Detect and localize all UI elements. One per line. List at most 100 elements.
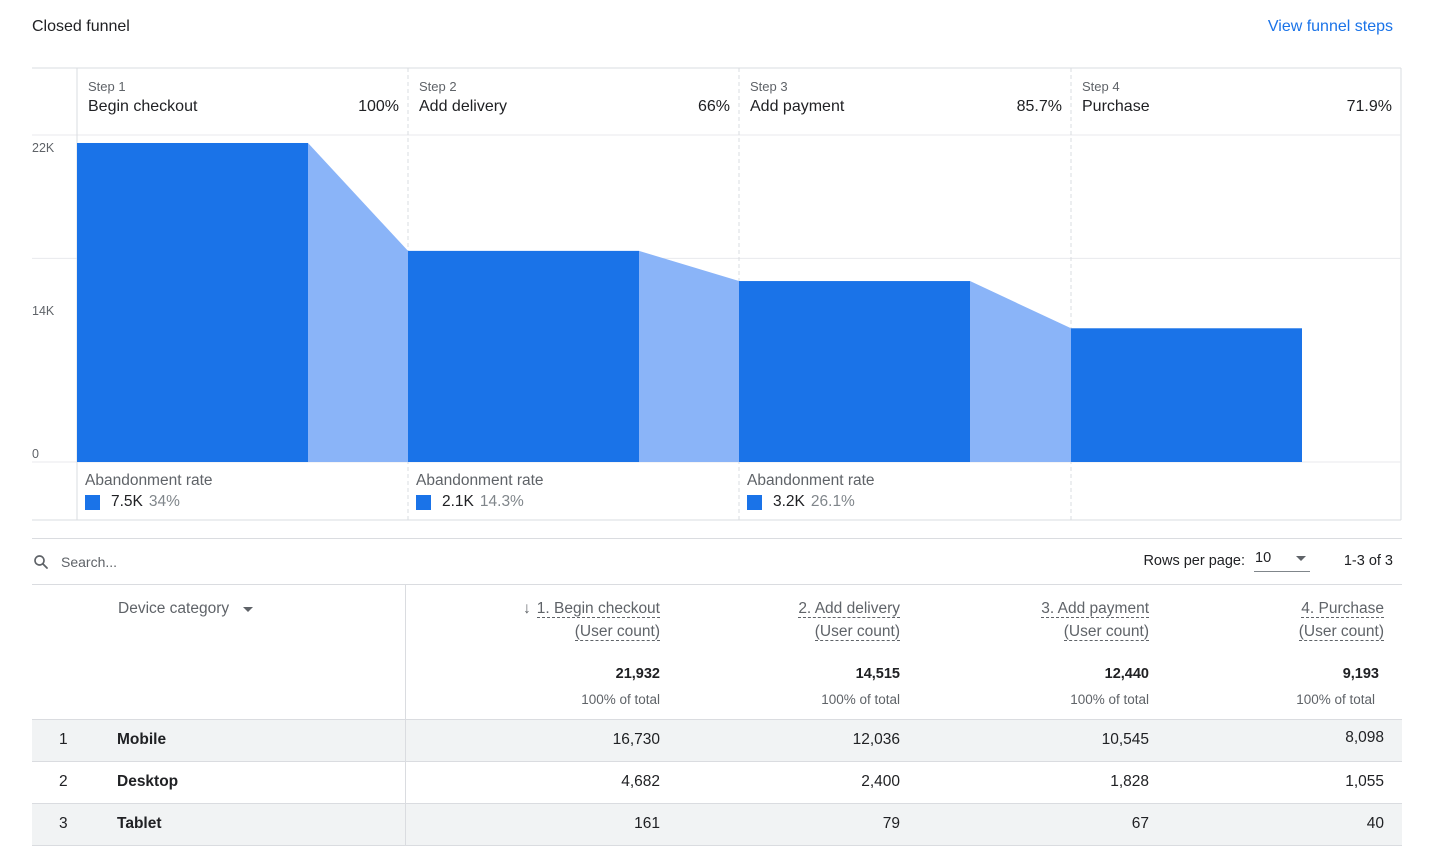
column-total-share: 100% of total xyxy=(1070,692,1149,707)
column-header-line2: (User count) xyxy=(814,623,900,641)
column-header-add-delivery[interactable]: 2. Add delivery (User count) xyxy=(798,597,900,643)
step-percent: 71.9% xyxy=(1346,98,1392,115)
funnel-bar xyxy=(408,250,639,462)
step-header-3: Step 3 Add payment 85.7% xyxy=(739,68,1071,136)
abandonment-label: Abandonment rate xyxy=(85,472,213,489)
funnel-dropoff xyxy=(308,142,408,463)
abandonment-label: Abandonment rate xyxy=(747,472,875,489)
column-divider xyxy=(405,804,406,845)
abandonment-rate: 34% xyxy=(148,493,180,510)
search-icon[interactable] xyxy=(32,553,50,571)
column-total: 14,515 xyxy=(855,666,900,682)
abandonment-count: 3.2K xyxy=(773,493,805,510)
table-cell: 79 xyxy=(882,815,900,832)
abandonment-value: 2.1K 14.3% xyxy=(416,493,524,511)
column-header-line1: 2. Add delivery xyxy=(798,600,900,618)
funnel-bar xyxy=(739,281,970,462)
view-funnel-steps-link[interactable]: View funnel steps xyxy=(1267,18,1393,35)
step-number: Step 1 xyxy=(88,79,126,94)
rows-per-page-label: Rows per page: xyxy=(1143,553,1245,569)
column-divider xyxy=(405,720,406,761)
y-tick-label: 14K xyxy=(32,304,55,318)
step-name: Purchase xyxy=(1082,98,1150,115)
legend-swatch xyxy=(85,494,100,510)
column-total-share: 100% of total xyxy=(581,692,660,707)
row-index: 1 xyxy=(59,731,68,748)
legend-swatch xyxy=(416,494,431,510)
table-row[interactable]: 2 Desktop 4,682 2,400 1,828 1,055 xyxy=(32,762,1402,804)
abandonment-3: Abandonment rate 3.2K 26.1% xyxy=(739,472,1071,520)
column-header-line1: 3. Add payment xyxy=(1041,600,1149,618)
pagination-status: 1-3 of 3 xyxy=(1343,553,1393,569)
table-row[interactable]: 1 Mobile 16,730 12,036 10,545 8,098 xyxy=(32,720,1402,762)
page-title: Closed funnel xyxy=(32,18,130,35)
table-cell: 1,055 xyxy=(1345,773,1384,790)
step-name: Add delivery xyxy=(419,98,508,115)
abandonment-label: Abandonment rate xyxy=(416,472,544,489)
table-cell: 1,828 xyxy=(1110,773,1149,790)
funnel-bar xyxy=(1071,328,1302,462)
abandonment-value: 7.5K 34% xyxy=(85,493,180,511)
column-header-add-payment[interactable]: 3. Add payment (User count) xyxy=(1041,597,1149,643)
table-cell: 40 xyxy=(1366,815,1384,832)
row-index: 3 xyxy=(59,815,68,832)
chevron-down-icon xyxy=(1296,556,1306,561)
funnel-chart: 22K 14K 0 Step 1 Begin checkout 100% Ste… xyxy=(32,67,1402,521)
table-cell: 161 xyxy=(634,815,660,832)
column-total-share: 100% of total xyxy=(1296,692,1375,707)
step-percent: 100% xyxy=(358,98,399,115)
funnel-bar xyxy=(77,142,308,463)
abandonment-rate: 14.3% xyxy=(479,493,524,510)
step-header-4: Step 4 Purchase 71.9% xyxy=(1071,68,1401,136)
step-name: Begin checkout xyxy=(88,98,198,115)
rows-per-page-value: 10 xyxy=(1255,550,1272,566)
table-cell: 8,098 xyxy=(1345,729,1384,746)
y-tick-label: 0 xyxy=(32,447,39,461)
row-device: Desktop xyxy=(117,773,179,790)
table-header: Device category ↓ 1. Begin checkout (User… xyxy=(32,584,1402,720)
column-total-share: 100% of total xyxy=(821,692,900,707)
abandonment-2: Abandonment rate 2.1K 14.3% xyxy=(408,472,739,520)
table-cell: 12,036 xyxy=(852,731,900,748)
legend-swatch xyxy=(747,494,762,510)
column-divider xyxy=(405,584,406,719)
abandonment-rate: 26.1% xyxy=(810,493,855,510)
funnel-dropoff xyxy=(639,250,739,462)
column-total: 21,932 xyxy=(615,666,660,682)
row-index: 2 xyxy=(59,773,68,790)
step-number: Step 3 xyxy=(750,79,788,94)
step-percent: 66% xyxy=(697,98,730,115)
step-number: Step 2 xyxy=(419,79,457,94)
column-header-begin-checkout[interactable]: ↓ 1. Begin checkout (User count) xyxy=(523,597,660,643)
table-cell: 2,400 xyxy=(861,773,900,790)
column-header-line1: 1. Begin checkout xyxy=(536,600,660,618)
column-header-purchase[interactable]: 4. Purchase (User count) xyxy=(1298,597,1384,643)
sort-down-arrow-icon: ↓ xyxy=(523,600,531,617)
search-input[interactable] xyxy=(61,551,361,573)
funnel-chart-svg xyxy=(32,67,1402,521)
rows-per-page-select[interactable]: 10 xyxy=(1254,549,1310,572)
step-header-2: Step 2 Add delivery 66% xyxy=(408,68,739,136)
table-cell: 10,545 xyxy=(1101,731,1149,748)
step-name: Add payment xyxy=(750,98,845,115)
column-divider xyxy=(405,762,406,803)
table-cell: 4,682 xyxy=(621,773,660,790)
dimension-header[interactable]: Device category xyxy=(118,600,254,618)
column-header-line2: (User count) xyxy=(1063,623,1149,641)
column-header-line2: (User count) xyxy=(574,623,660,641)
table-toolbar: Rows per page: 10 1-3 of 3 xyxy=(32,538,1402,585)
y-tick-label: 22K xyxy=(32,141,55,155)
abandonment-1: Abandonment rate 7.5K 34% xyxy=(77,472,408,520)
table-row[interactable]: 3 Tablet 161 79 67 40 xyxy=(32,804,1402,846)
column-header-line1: 4. Purchase xyxy=(1301,600,1384,618)
abandonment-count: 7.5K xyxy=(111,493,143,510)
step-header-1: Step 1 Begin checkout 100% xyxy=(77,68,408,136)
table-cell: 16,730 xyxy=(612,731,660,748)
step-number: Step 4 xyxy=(1082,79,1120,94)
dimension-header-label: Device category xyxy=(118,600,230,617)
column-total: 9,193 xyxy=(1342,666,1379,682)
funnel-table: Device category ↓ 1. Begin checkout (User… xyxy=(32,584,1402,846)
row-device: Mobile xyxy=(117,731,167,748)
column-total: 12,440 xyxy=(1104,666,1149,682)
row-device: Tablet xyxy=(117,815,162,832)
